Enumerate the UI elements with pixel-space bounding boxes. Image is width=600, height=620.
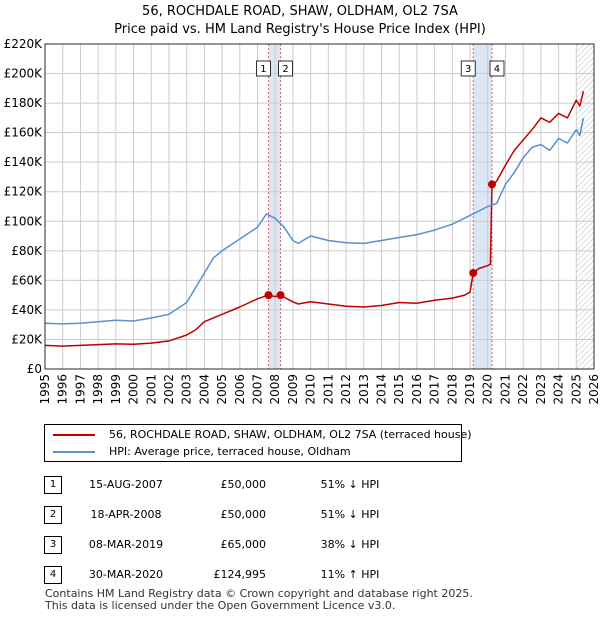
- marker-label-4: 4: [494, 64, 500, 75]
- sale-point-3: [469, 268, 478, 277]
- sale-point-2: [276, 291, 285, 300]
- x-tick-label: 2017: [428, 374, 442, 405]
- series-line-property: [44, 91, 585, 347]
- x-tick-label: 2023: [534, 374, 548, 405]
- sale-band-1: [268, 44, 281, 369]
- y-tick-label: £40K: [11, 303, 43, 317]
- sale-number-badge: 2: [44, 506, 62, 524]
- chart-legend: 56, ROCHDALE ROAD, SHAW, OLDHAM, OL2 7SA…: [44, 424, 472, 462]
- x-tick-label: 2015: [392, 374, 406, 405]
- marker-box-2: [278, 60, 293, 77]
- sale-row: 2 18-APR-2008 £50,000 51% ↓ HPI: [0, 506, 600, 528]
- sale-price: £50,000: [220, 478, 267, 491]
- sale-hpi-diff: 51% ↓ HPI: [320, 508, 380, 521]
- x-tick-label: 2013: [357, 374, 371, 405]
- sale-row: 4 30-MAR-2020 £124,995 11% ↑ HPI: [0, 566, 600, 588]
- sale-hpi-diff: 51% ↓ HPI: [320, 478, 380, 491]
- sale-hpi-diff: 38% ↓ HPI: [320, 538, 380, 551]
- legend-swatch-hpi: [53, 451, 95, 453]
- sale-date: 08-MAR-2019: [88, 538, 164, 551]
- x-tick-label: 2024: [552, 374, 566, 405]
- x-tick-label: 2021: [498, 374, 512, 405]
- price-chart: £0 £20K £40K £60K £80K £100K £120K £140K £160K £1…: [4, 37, 600, 405]
- x-tick-label: 2000: [127, 374, 141, 405]
- x-tick-label: 2011: [321, 374, 335, 405]
- x-tick-label: 2003: [180, 374, 194, 405]
- x-tick-label: 2016: [410, 374, 424, 405]
- sale-number-badge: 4: [44, 566, 62, 584]
- marker-label-3: 3: [465, 64, 471, 75]
- x-tick-label: 2010: [304, 374, 318, 405]
- plot-area: [45, 44, 594, 369]
- x-tick-label: 2004: [197, 374, 211, 405]
- chart-subtitle: Price paid vs. HM Land Registry's House …: [114, 22, 486, 37]
- sale-date: 15-AUG-2007: [89, 478, 163, 491]
- y-tick-label: £140K: [4, 155, 44, 169]
- x-tick-label: 2007: [251, 374, 265, 405]
- x-tick-label: 2014: [374, 374, 388, 405]
- legend-label-hpi: HPI: Average price, terraced house, Oldh…: [109, 445, 351, 458]
- y-tick-label: £200K: [4, 67, 44, 81]
- x-tick-label: 1997: [73, 374, 87, 405]
- x-tick-label: 1996: [56, 374, 70, 405]
- y-tick-label: £220K: [4, 37, 44, 51]
- x-tick-label: 2018: [445, 374, 459, 405]
- x-tick-label: 2026: [587, 374, 600, 405]
- sale-price: £124,995: [213, 568, 267, 581]
- series-line-hpi: [44, 117, 585, 325]
- plot-border: [44, 43, 595, 370]
- y-tick-label: £120K: [4, 185, 44, 199]
- footer-line-licence: This data is licensed under the Open Gov…: [45, 599, 396, 612]
- legend-label-property: 56, ROCHDALE ROAD, SHAW, OLDHAM, OL2 7SA…: [109, 428, 472, 441]
- x-tick-label: 2005: [215, 374, 229, 405]
- sale-price: £65,000: [220, 538, 267, 551]
- footer-line-copyright: Contains HM Land Registry data © Crown c…: [45, 587, 473, 600]
- x-tick-label: 2006: [233, 374, 247, 405]
- legend-swatch-property: [53, 434, 95, 436]
- x-tick-label: 1998: [91, 374, 105, 405]
- footer-notice: Contains HM Land Registry data © Crown c…: [45, 588, 473, 612]
- chart-title: 56, ROCHDALE ROAD, SHAW, OLDHAM, OL2 7SA: [142, 4, 458, 19]
- sale-hpi-diff: 11% ↑ HPI: [320, 568, 380, 581]
- x-tick-label: 2008: [268, 374, 282, 405]
- marker-box-3: [460, 60, 476, 77]
- x-tick-label: 1995: [38, 374, 52, 405]
- y-tick-label: £80K: [11, 244, 43, 258]
- sale-price: £50,000: [220, 508, 267, 521]
- sale-number-badge: 1: [44, 476, 62, 494]
- x-tick-label: 2025: [569, 374, 583, 405]
- sale-number-badge: 3: [44, 536, 62, 554]
- y-tick-label: £100K: [4, 214, 44, 228]
- sale-row: 3 08-MAR-2019 £65,000 38% ↓ HPI: [0, 536, 600, 558]
- x-tick-label: 1999: [109, 374, 123, 405]
- marker-label-1: 1: [260, 64, 266, 75]
- y-tick-label: £20K: [11, 332, 43, 346]
- x-tick-label: 2012: [339, 374, 353, 405]
- marker-box-1: [256, 60, 271, 77]
- x-tick-label: 2022: [516, 374, 530, 405]
- sale-point-1: [264, 291, 273, 300]
- x-tick-label: 2020: [481, 374, 495, 405]
- y-tick-label: £160K: [4, 126, 44, 140]
- future-hatch: [576, 44, 594, 369]
- sale-date: 30-MAR-2020: [88, 568, 164, 581]
- y-tick-label: £180K: [4, 96, 44, 110]
- marker-label-2: 2: [282, 64, 288, 75]
- y-tick-label: £0: [27, 362, 42, 376]
- x-tick-label: 2001: [144, 374, 158, 405]
- x-tick-label: 2009: [286, 374, 300, 405]
- sale-date: 18-APR-2008: [90, 508, 162, 521]
- x-tick-label: 2002: [162, 374, 176, 405]
- marker-box-4: [489, 60, 505, 77]
- sale-point-4: [487, 180, 496, 189]
- x-tick-label: 2019: [463, 374, 477, 405]
- y-tick-label: £60K: [11, 273, 43, 287]
- sale-row: 1 15-AUG-2007 £50,000 51% ↓ HPI: [0, 476, 600, 498]
